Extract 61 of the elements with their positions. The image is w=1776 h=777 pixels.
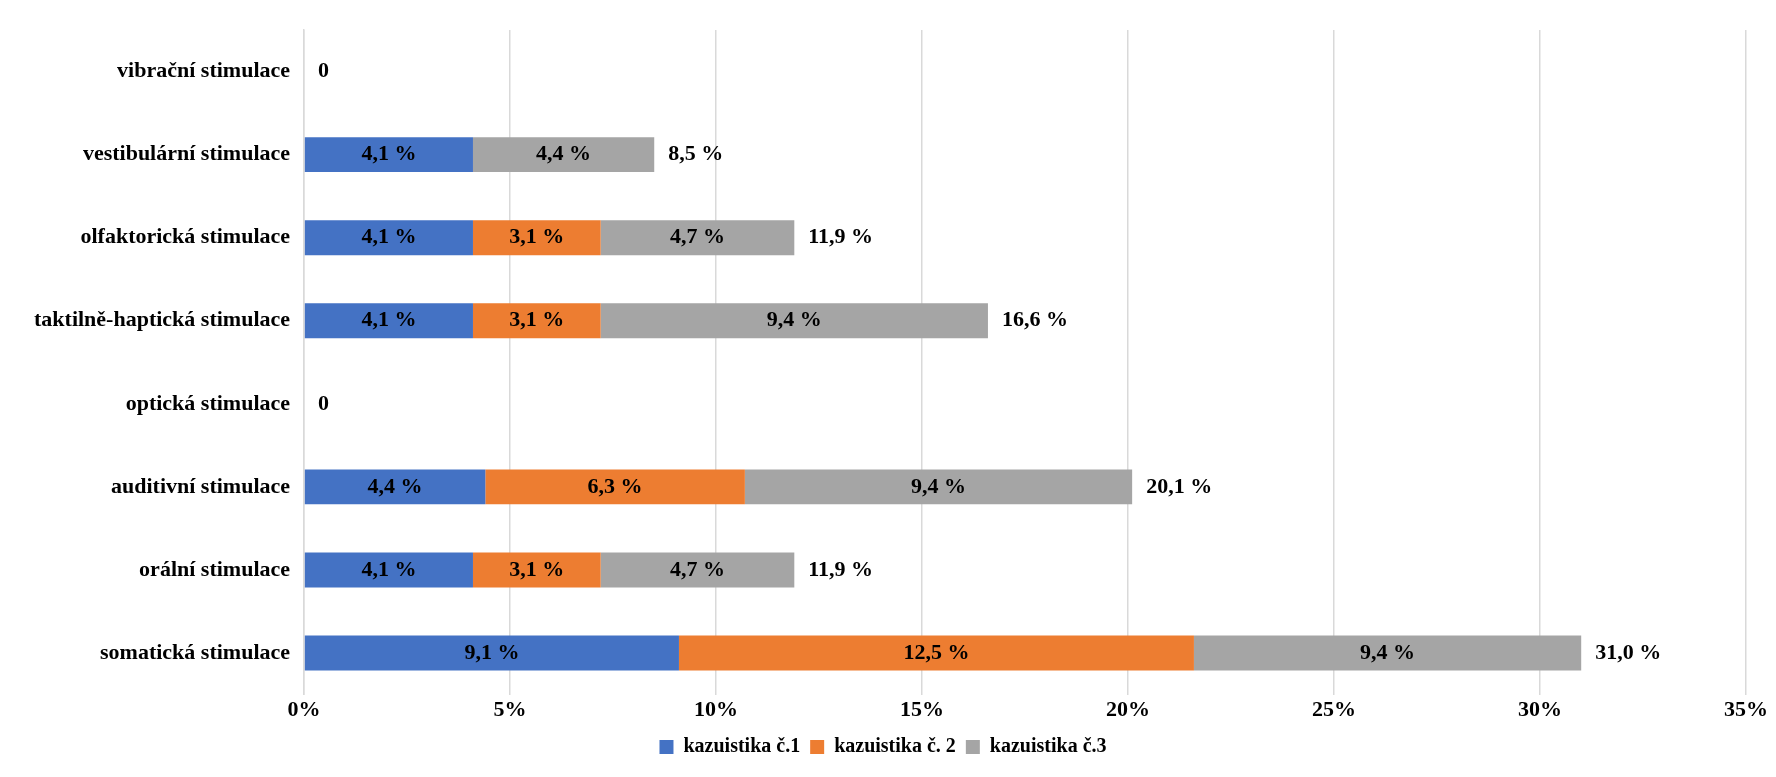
x-tick-label: 5% (493, 696, 527, 722)
data-label: 3,1 % (509, 306, 565, 332)
data-label: 9,1 % (464, 638, 520, 664)
legend-label: kazuistika č. 2 (834, 734, 956, 757)
bar (304, 303, 473, 339)
data-label: 4,1 % (361, 306, 417, 332)
bar (304, 469, 486, 505)
bar (485, 469, 745, 505)
total-label: 0 (318, 57, 330, 83)
bar (472, 137, 655, 173)
y-tick-label: orální stimulace (139, 555, 291, 581)
bar (304, 137, 473, 173)
x-tick-label: 15% (900, 696, 945, 722)
y-tick-label: vibrační stimulace (117, 57, 291, 83)
total-label: 20,1 % (1146, 472, 1213, 498)
total-label: 0 (318, 389, 330, 415)
x-tick-label: 0% (287, 696, 321, 722)
total-label: 31,0 % (1595, 638, 1662, 664)
data-label: 12,5 % (903, 638, 970, 664)
x-tick-label: 10% (694, 696, 739, 722)
y-tick-label: vestibulární stimulace (82, 140, 291, 166)
legend-label: kazuistika č.1 (683, 734, 801, 757)
data-label: 4,1 % (361, 223, 417, 249)
total-label: 8,5 % (668, 140, 724, 166)
bar (304, 552, 473, 588)
data-label: 4,1 % (361, 140, 417, 166)
bar (600, 552, 795, 588)
y-tick-label: somatická stimulace (100, 638, 291, 664)
y-tick-label: olfaktorická stimulace (80, 223, 291, 249)
bar (600, 220, 795, 256)
bar (304, 220, 473, 256)
y-tick-label: taktilně-haptická stimulace (33, 306, 291, 332)
data-label: 4,7 % (670, 223, 725, 249)
x-tick-label: 35% (1724, 696, 1768, 722)
data-label: 4,7 % (670, 555, 725, 581)
data-label: 3,1 % (509, 223, 565, 249)
data-label: 4,4 % (536, 140, 592, 166)
data-label: 3,1 % (509, 555, 565, 581)
data-label: 4,1 % (361, 555, 417, 581)
total-label: 11,9 % (808, 223, 874, 249)
total-label: 11,9 % (808, 555, 874, 581)
y-tick-label: optická stimulace (125, 389, 291, 415)
bar (600, 303, 988, 339)
legend-label: kazuistika č.3 (989, 734, 1107, 757)
bar (472, 303, 601, 339)
bar (472, 220, 601, 256)
data-label: 4,4 % (367, 472, 423, 498)
x-tick-label: 25% (1312, 696, 1357, 722)
total-label: 16,6 % (1001, 306, 1068, 332)
bar (472, 552, 601, 588)
y-tick-label: auditivní stimulace (110, 472, 291, 498)
data-label: 9,4 % (911, 472, 967, 498)
x-tick-label: 30% (1518, 696, 1563, 722)
data-label: 9,4 % (766, 306, 822, 332)
x-tick-label: 20% (1106, 696, 1151, 722)
bar (1193, 635, 1582, 671)
bar (304, 635, 679, 671)
data-label: 6,3 % (587, 472, 643, 498)
bar (678, 635, 1194, 671)
bar (744, 469, 1133, 505)
data-label: 9,4 % (1360, 638, 1416, 664)
